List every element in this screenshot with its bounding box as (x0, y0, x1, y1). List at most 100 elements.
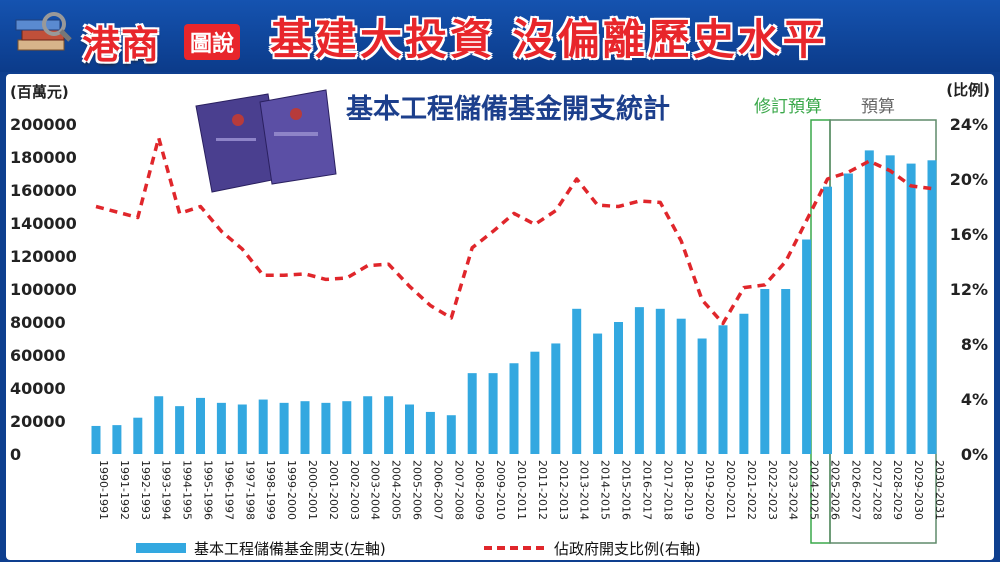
x-tick-label: 2003-2004 (369, 460, 382, 520)
bar (718, 325, 728, 454)
budget-books-image (195, 89, 337, 193)
bar (133, 417, 143, 454)
bar (112, 425, 122, 454)
x-tick-label: 2018-2019 (682, 460, 695, 520)
x-tick-label: 1990-1991 (97, 460, 110, 520)
x-tick-label: 2002-2003 (348, 460, 361, 520)
newspaper-logo: 港商 圖說 (14, 6, 254, 67)
x-tick-label: 1998-1999 (264, 460, 277, 520)
x-tick-label: 2019-2020 (703, 460, 716, 520)
y-left-tick-label: 60000 (10, 346, 66, 365)
x-tick-label: 1993-1994 (160, 460, 173, 520)
bar (739, 313, 749, 454)
x-tick-label: 2028-2029 (891, 460, 904, 520)
y-left-axis-label: (百萬元) (10, 83, 69, 101)
x-tick-label: 1991-1992 (118, 460, 131, 520)
y-left-tick-label: 160000 (10, 181, 77, 200)
x-axis-labels: 1990-1991 1991-1992 1992-1993 1993-1994 1994… (97, 460, 946, 520)
x-tick-label: 2012-2013 (557, 460, 570, 520)
brand-name: 港商 (82, 22, 161, 67)
bar (802, 239, 812, 454)
y-left-tick-label: 40000 (10, 379, 66, 398)
bar (927, 160, 937, 455)
x-tick-label: 2005-2006 (411, 460, 424, 520)
bar (676, 318, 686, 454)
y-right-tick-label: 16% (950, 225, 988, 244)
y-left-tick-label: 100000 (10, 280, 77, 299)
legend-bar-label: 基本工程儲備基金開支(左軸) (194, 540, 386, 558)
bar (885, 155, 895, 454)
x-tick-label: 2001-2002 (327, 460, 340, 520)
y-right-tick-label: 20% (950, 170, 988, 189)
legend: 基本工程儲備基金開支(左軸) 佔政府開支比例(右軸) (136, 540, 701, 558)
x-tick-label: 2009-2010 (494, 460, 507, 520)
chart-panel: 基本工程儲備基金開支統計 (百萬元) (比例) 修訂預算 預算 0 20000 40… (6, 74, 994, 560)
bar (321, 402, 331, 454)
legend-bar-swatch (136, 543, 186, 553)
x-tick-label: 2026-2027 (849, 460, 862, 520)
x-tick-label: 2027-2028 (870, 460, 883, 520)
bar (91, 425, 101, 454)
y-right-ticks: 0% 4% 8% 12% 16% 20% 24% (950, 115, 988, 464)
x-tick-label: 2004-2005 (390, 460, 403, 520)
bar (509, 363, 519, 454)
x-tick-label: 2015-2016 (620, 460, 633, 520)
bar (634, 307, 644, 454)
bar (363, 396, 373, 454)
y-right-tick-label: 12% (950, 280, 988, 299)
bar (237, 404, 247, 454)
bar (446, 415, 456, 454)
bar (551, 343, 561, 454)
x-tick-label: 2011-2012 (536, 460, 549, 520)
y-left-ticks: 0 20000 40000 60000 80000 100000 120000 140000 1… (10, 115, 77, 464)
bar (216, 402, 226, 454)
ratio-line (95, 136, 933, 326)
bar (593, 333, 603, 454)
bar (530, 351, 540, 454)
bar (279, 402, 289, 454)
y-left-tick-label: 0 (10, 445, 21, 464)
x-tick-label: 2025-2026 (829, 460, 842, 520)
bar (781, 289, 791, 454)
x-tick-label: 1992-1993 (139, 460, 152, 520)
x-tick-label: 2030-2031 (933, 460, 946, 520)
x-tick-label: 2014-2015 (599, 460, 612, 520)
bar (864, 150, 874, 454)
bar (425, 411, 435, 454)
legend-line-label: 佔政府開支比例(右軸) (554, 540, 701, 558)
bar (342, 401, 352, 454)
y-right-tick-label: 24% (950, 115, 988, 134)
bar (760, 289, 770, 454)
x-tick-label: 2029-2030 (912, 460, 925, 520)
x-tick-label: 1999-2000 (285, 460, 298, 520)
chart-title: 基本工程儲備基金開支統計 (346, 93, 670, 125)
line-series (95, 136, 933, 326)
y-left-tick-label: 200000 (10, 115, 77, 134)
brand-subtitle: 圖說 (184, 24, 241, 60)
y-right-tick-label: 0% (961, 445, 988, 464)
bar-series (91, 150, 937, 455)
expenditure-chart: 基本工程儲備基金開支統計 (百萬元) (比例) 修訂預算 預算 0 20000 40… (10, 81, 990, 558)
x-tick-label: 1994-1995 (181, 460, 194, 520)
x-tick-label: 2023-2024 (787, 460, 800, 520)
x-tick-label: 2000-2001 (306, 460, 319, 520)
x-tick-label: 1996-1997 (222, 460, 235, 520)
bar (614, 322, 623, 454)
bar (823, 186, 832, 454)
x-tick-label: 2024-2025 (808, 460, 821, 520)
books-icon (15, 12, 72, 51)
y-right-axis-label: (比例) (946, 81, 990, 99)
bar (572, 308, 582, 454)
y-left-tick-label: 20000 (10, 412, 66, 431)
bar (384, 396, 394, 454)
x-tick-label: 2021-2022 (745, 460, 758, 520)
headline: 基建大投資 沒偏離歷史水平 (270, 15, 828, 64)
y-left-tick-label: 140000 (10, 214, 77, 233)
x-tick-label: 2008-2009 (473, 460, 486, 520)
budget-estimate-label: 預算 (861, 97, 895, 117)
y-left-tick-label: 120000 (10, 247, 77, 266)
x-tick-label: 2020-2021 (724, 460, 737, 520)
header-bar: 港商 圖說 基建大投資 沒偏離歷史水平 (0, 0, 1000, 72)
bar (906, 163, 916, 454)
x-tick-label: 2010-2011 (515, 460, 528, 520)
